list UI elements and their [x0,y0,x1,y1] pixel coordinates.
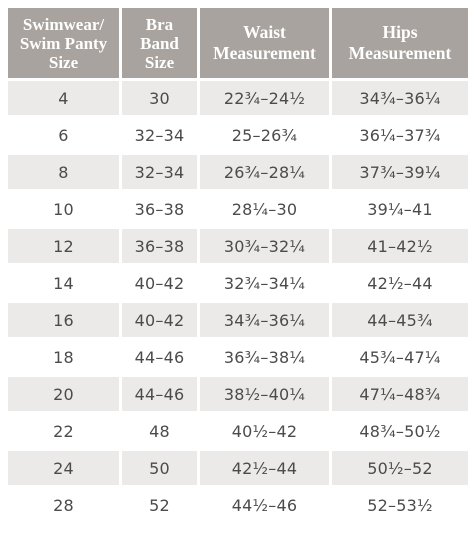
table-row: 6 32–34 25–26¾ 36¼–37¾ [8,118,468,152]
bra-band-cell: 40–42 [122,303,197,337]
header-row: Swimwear/ Swim Panty Size Bra Band Size … [8,8,468,78]
waist-cell: 34¾–36¼ [200,303,329,337]
swim-size-cell: 10 [8,192,119,226]
hips-cell: 48¾–50½ [332,414,468,448]
waist-cell: 30¾–32¼ [200,229,329,263]
swim-size-cell: 12 [8,229,119,263]
swim-size-cell: 4 [8,81,119,115]
swim-size-cell: 8 [8,155,119,189]
table-row: 4 30 22¾–24½ 34¾–36¼ [8,81,468,115]
table-row: 8 32–34 26¾–28¼ 37¾–39¼ [8,155,468,189]
hips-cell: 47¼–48¾ [332,377,468,411]
swim-size-cell: 24 [8,451,119,485]
waist-cell: 32¾–34¼ [200,266,329,300]
swim-size-cell: 22 [8,414,119,448]
hips-cell: 44–45¾ [332,303,468,337]
waist-cell: 22¾–24½ [200,81,329,115]
bra-band-cell: 30 [122,81,197,115]
header-swim-size: Swimwear/ Swim Panty Size [8,8,119,78]
swim-size-cell: 16 [8,303,119,337]
swim-size-cell: 18 [8,340,119,374]
waist-cell: 26¾–28¼ [200,155,329,189]
waist-cell: 36¾–38¼ [200,340,329,374]
bra-band-cell: 52 [122,488,197,522]
table-row: 14 40–42 32¾–34¼ 42½–44 [8,266,468,300]
bra-band-cell: 36–38 [122,229,197,263]
swim-size-cell: 14 [8,266,119,300]
table-row: 24 50 42½–44 50½–52 [8,451,468,485]
hips-cell: 52–53½ [332,488,468,522]
swim-size-cell: 28 [8,488,119,522]
waist-cell: 38½–40¼ [200,377,329,411]
waist-cell: 40½–42 [200,414,329,448]
hips-cell: 34¾–36¼ [332,81,468,115]
hips-cell: 37¾–39¼ [332,155,468,189]
bra-band-cell: 36–38 [122,192,197,226]
table-row: 18 44–46 36¾–38¼ 45¾–47¼ [8,340,468,374]
bra-band-cell: 44–46 [122,377,197,411]
table-row: 22 48 40½–42 48¾–50½ [8,414,468,448]
hips-cell: 50½–52 [332,451,468,485]
waist-cell: 28¼–30 [200,192,329,226]
bra-band-cell: 32–34 [122,155,197,189]
waist-cell: 42½–44 [200,451,329,485]
table-row: 20 44–46 38½–40¼ 47¼–48¾ [8,377,468,411]
header-waist-measurement: Waist Measurement [200,8,329,78]
table-row: 28 52 44½–46 52–53½ [8,488,468,522]
hips-cell: 39¼–41 [332,192,468,226]
waist-cell: 25–26¾ [200,118,329,152]
hips-cell: 42½–44 [332,266,468,300]
swim-size-cell: 6 [8,118,119,152]
hips-cell: 41–42½ [332,229,468,263]
hips-cell: 36¼–37¾ [332,118,468,152]
hips-cell: 45¾–47¼ [332,340,468,374]
table-row: 16 40–42 34¾–36¼ 44–45¾ [8,303,468,337]
swim-size-cell: 20 [8,377,119,411]
bra-band-cell: 40–42 [122,266,197,300]
bra-band-cell: 50 [122,451,197,485]
header-hips-measurement: Hips Measurement [332,8,468,78]
table-row: 12 36–38 30¾–32¼ 41–42½ [8,229,468,263]
bra-band-cell: 48 [122,414,197,448]
bra-band-cell: 32–34 [122,118,197,152]
table-row: 10 36–38 28¼–30 39¼–41 [8,192,468,226]
waist-cell: 44½–46 [200,488,329,522]
bra-band-cell: 44–46 [122,340,197,374]
header-bra-band-size: Bra Band Size [122,8,197,78]
size-chart-table: Swimwear/ Swim Panty Size Bra Band Size … [5,5,471,525]
